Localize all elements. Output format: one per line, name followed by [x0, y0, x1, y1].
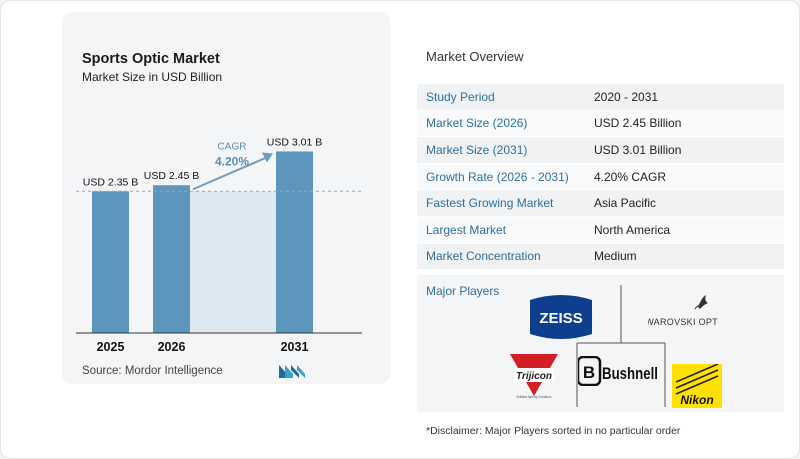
row-value: Asia Pacific: [594, 196, 657, 211]
disclaimer-text: *Disclaimer: Major Players sorted in no …: [426, 425, 681, 437]
row-label: Growth Rate (2026 - 2031): [426, 169, 569, 184]
row-label: Market Size (2026): [426, 116, 528, 131]
trijicon-logo-text: Trijicon: [516, 371, 552, 382]
table-row: Fastest Growing Market Asia Pacific: [417, 190, 784, 217]
tick-label: 2031: [281, 340, 309, 354]
data-label: USD 3.01 B: [267, 136, 322, 148]
cagr-value: 4.20%: [215, 154, 249, 168]
bar-2031: [276, 151, 313, 333]
row-value: USD 2.45 Billion: [594, 116, 682, 131]
overview-table: Study Period 2020 - 2031 Market Size (202…: [417, 84, 784, 271]
data-label: USD 2.35 B: [83, 176, 138, 188]
bar-chart: USD 2.35 B USD 2.45 B USD 3.01 B 2025 2026 20…: [76, 136, 362, 354]
nikon-logo: Nikon: [672, 364, 722, 408]
row-value: North America: [594, 222, 671, 237]
market-overview-title: Market Overview: [426, 49, 524, 64]
zeiss-logo-text: ZEISS: [539, 310, 582, 327]
chart-subtitle: Market Size in USD Billion: [82, 70, 223, 84]
zeiss-logo: ZEISS: [530, 295, 592, 339]
cagr-arrow: [192, 155, 270, 191]
table-row: Largest Market North America: [417, 216, 784, 244]
chart-title: Sports Optic Market: [82, 51, 220, 67]
mordor-intelligence-logo: [279, 365, 305, 378]
data-label: USD 2.45 B: [144, 170, 199, 182]
row-label: Market Size (2031): [426, 142, 528, 157]
cagr-arrow-head: [262, 152, 273, 163]
row-label: Study Period: [426, 89, 495, 104]
trijicon-logo: Trijicon Brilliant Aiming Solutions: [510, 354, 558, 399]
row-label: Fastest Growing Market: [426, 196, 554, 211]
logo-dividers: [576, 285, 666, 407]
major-players-label: Major Players: [426, 284, 500, 298]
table-row: Market Size (2031) USD 3.01 Billion: [417, 137, 784, 164]
bar-2025: [92, 191, 129, 333]
nikon-logo-text: Nikon: [680, 393, 713, 407]
bar-2026: [153, 185, 190, 333]
svg-text:B: B: [583, 363, 595, 382]
trijicon-tagline: Brilliant Aiming Solutions: [517, 395, 552, 399]
row-value: USD 3.01 Billion: [594, 142, 682, 157]
tick-label: 2026: [158, 340, 186, 354]
row-label: Market Concentration: [426, 249, 541, 264]
bushnell-logo-text: Bushnell: [602, 364, 658, 383]
row-label: Largest Market: [426, 222, 507, 237]
row-value: 4.20% CAGR: [594, 169, 667, 184]
table-row: Market Concentration Medium: [417, 243, 784, 271]
tick-label: 2025: [97, 340, 125, 354]
cagr-label: CAGR: [218, 141, 247, 152]
row-value: Medium: [594, 249, 637, 264]
row-value: 2020 - 2031: [594, 89, 659, 104]
bushnell-logo: B Bushnell: [578, 356, 658, 386]
table-row: Market Size (2026) USD 2.45 Billion: [417, 110, 784, 138]
source-note: Source: Mordor Intelligence: [82, 365, 223, 377]
table-row: Study Period 2020 - 2031: [417, 84, 784, 111]
growth-band: [190, 191, 276, 333]
table-row: Growth Rate (2026 - 2031) 4.20% CAGR: [417, 163, 784, 191]
